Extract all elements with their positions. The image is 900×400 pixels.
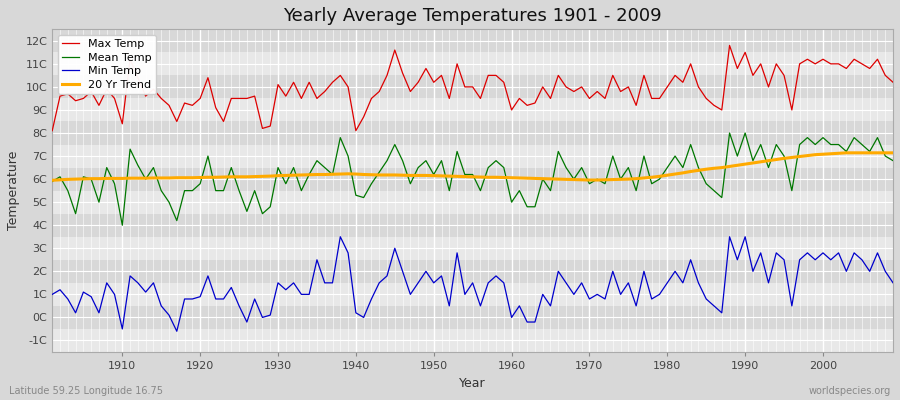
Mean Temp	[288, 165, 299, 170]
Bar	[52, 237, 893, 260]
20 Yr Trend	[281, 173, 292, 178]
20 Yr Trend	[327, 172, 338, 177]
Bar	[52, 283, 893, 306]
Bar	[52, 260, 893, 283]
Bar	[52, 52, 893, 75]
Bar	[52, 214, 893, 237]
Bar	[52, 98, 893, 122]
Max Temp	[47, 128, 58, 133]
Line: Mean Temp: Mean Temp	[52, 133, 893, 225]
Min Temp	[343, 250, 354, 255]
Bar	[52, 168, 893, 191]
Max Temp	[281, 94, 292, 98]
Bar	[52, 75, 893, 98]
Y-axis label: Temperature: Temperature	[7, 151, 20, 230]
20 Yr Trend	[499, 175, 509, 180]
Legend: Max Temp, Mean Temp, Min Temp, 20 Yr Trend: Max Temp, Mean Temp, Min Temp, 20 Yr Tre…	[58, 35, 156, 94]
Min Temp	[335, 234, 346, 239]
Mean Temp	[109, 181, 120, 186]
Max Temp	[599, 96, 610, 101]
Min Temp	[522, 320, 533, 324]
Mean Temp	[47, 179, 58, 184]
Mean Temp	[608, 154, 618, 158]
Line: Max Temp: Max Temp	[52, 46, 893, 131]
Mean Temp	[724, 131, 735, 136]
Min Temp	[109, 292, 120, 297]
Bar	[52, 29, 893, 52]
Max Temp	[724, 43, 735, 48]
Min Temp	[887, 280, 898, 285]
Text: Latitude 59.25 Longitude 16.75: Latitude 59.25 Longitude 16.75	[9, 386, 163, 396]
Bar	[52, 122, 893, 144]
Min Temp	[47, 292, 58, 297]
Text: worldspecies.org: worldspecies.org	[809, 386, 891, 396]
20 Yr Trend	[887, 150, 898, 155]
Min Temp	[171, 329, 182, 334]
Line: Min Temp: Min Temp	[52, 237, 893, 331]
20 Yr Trend	[47, 178, 58, 183]
Bar	[52, 144, 893, 168]
Bar	[52, 306, 893, 329]
Title: Yearly Average Temperatures 1901 - 2009: Yearly Average Temperatures 1901 - 2009	[284, 7, 662, 25]
Max Temp	[109, 96, 120, 101]
Mean Temp	[514, 188, 525, 193]
Line: 20 Yr Trend: 20 Yr Trend	[52, 153, 893, 180]
20 Yr Trend	[841, 150, 851, 155]
Mean Temp	[335, 135, 346, 140]
Max Temp	[887, 80, 898, 85]
Max Temp	[499, 80, 509, 85]
20 Yr Trend	[506, 175, 517, 180]
Bar	[52, 329, 893, 352]
20 Yr Trend	[599, 178, 610, 182]
Min Temp	[514, 304, 525, 308]
Mean Temp	[887, 158, 898, 163]
Max Temp	[327, 80, 338, 85]
Max Temp	[506, 108, 517, 112]
20 Yr Trend	[109, 176, 120, 181]
Min Temp	[288, 280, 299, 285]
Mean Temp	[506, 200, 517, 204]
Min Temp	[616, 292, 626, 297]
X-axis label: Year: Year	[459, 376, 486, 390]
Bar	[52, 191, 893, 214]
Mean Temp	[117, 223, 128, 228]
